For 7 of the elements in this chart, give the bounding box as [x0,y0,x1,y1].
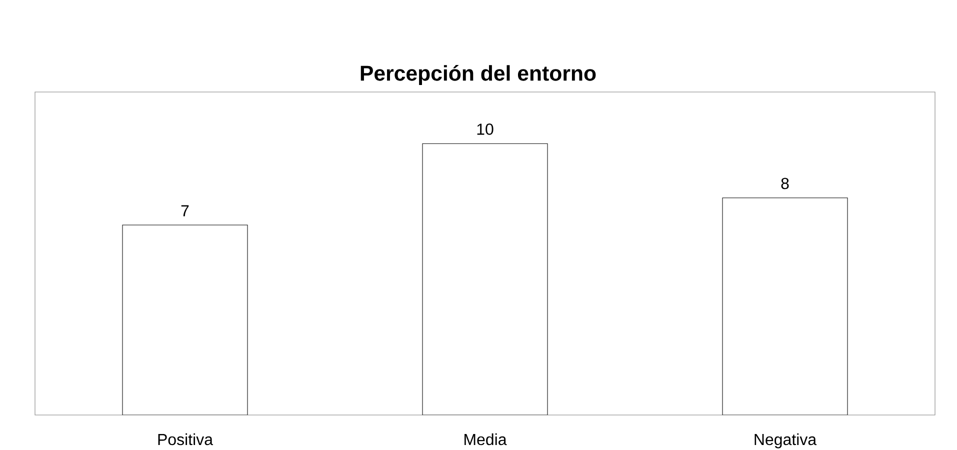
data-label: 7 [181,205,189,216]
data-label: 10 [477,124,494,135]
x-tick-label: Positiva [158,433,213,446]
x-tick-label: Negativa [754,433,817,448]
chart-title: Percepción del entorno [360,64,596,86]
data-label: 8 [781,178,789,190]
x-tick-label: Media [464,433,507,446]
